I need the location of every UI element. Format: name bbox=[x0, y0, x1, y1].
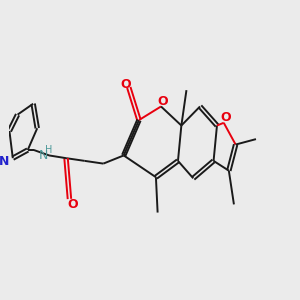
Text: O: O bbox=[67, 198, 78, 211]
Text: N: N bbox=[0, 154, 9, 168]
Text: N: N bbox=[39, 149, 48, 162]
Text: O: O bbox=[121, 78, 131, 91]
Text: H: H bbox=[45, 145, 53, 154]
Text: O: O bbox=[157, 95, 168, 108]
Text: O: O bbox=[220, 111, 230, 124]
